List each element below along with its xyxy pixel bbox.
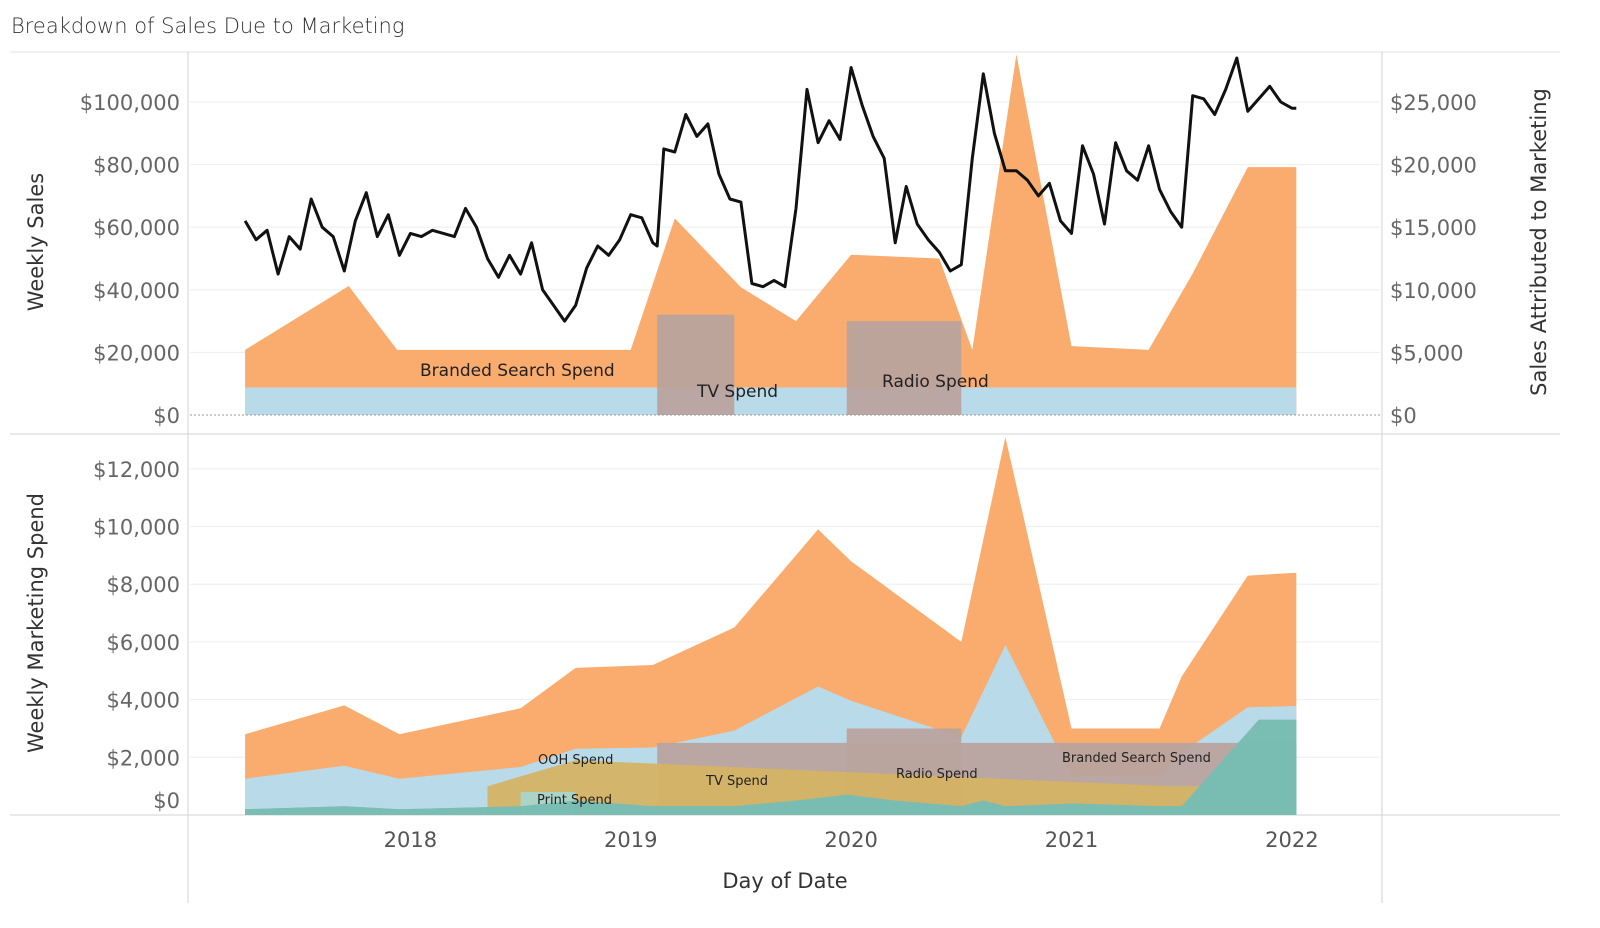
top-left-tick-label: $60,000 [93, 216, 180, 240]
top-left-tick-label: $80,000 [93, 154, 180, 178]
chart-title: Breakdown of Sales Due to Marketing [11, 14, 405, 38]
top-label-radio: Radio Spend [882, 372, 989, 392]
bottom-left-axis-title: Weekly Marketing Spend [24, 493, 48, 753]
bottom-area-social-spend-top [245, 719, 1297, 815]
top-right-tick-label: $0 [1390, 404, 1417, 428]
top-left-axis-ticks: $0 $20,000 $40,000 $60,000 $80,000 $100,000 [80, 91, 180, 428]
x-tick-label: 2022 [1265, 828, 1318, 852]
bottom-label-branded-search: Branded Search Spend [1062, 751, 1211, 766]
top-right-axis-ticks: $0 $5,000 $10,000 $15,000 $20,000 $25,000 [1390, 91, 1477, 428]
bottom-left-tick-label: $4,000 [107, 689, 180, 713]
bottom-label-print: Print Spend [537, 793, 612, 808]
weekly-sales-line [243, 56, 1297, 323]
top-label-tv: TV Spend [696, 382, 778, 402]
top-right-tick-label: $25,000 [1390, 91, 1477, 115]
bottom-left-tick-label: $6,000 [107, 631, 180, 655]
top-generic-search-area [245, 387, 1297, 415]
bottom-left-tick-label: $2,000 [107, 746, 180, 770]
bottom-area-ooh-spend [487, 760, 1237, 815]
bottom-left-tick-label: $12,000 [93, 458, 180, 482]
top-right-tick-label: $20,000 [1390, 154, 1477, 178]
top-right-tick-label: $5,000 [1390, 341, 1463, 365]
bottom-left-axis-ticks: $0 $2,000 $4,000 $6,000 $8,000 $10,000 $12,000 [93, 458, 180, 813]
top-left-tick-label: $0 [153, 404, 180, 428]
bottom-stacked-areas [245, 437, 1297, 815]
x-axis-ticks: 2018 2019 2020 2021 2022 [384, 828, 1319, 852]
bottom-left-tick-label: $10,000 [93, 516, 180, 540]
x-tick-label: 2018 [384, 828, 437, 852]
top-tv-area [657, 314, 735, 415]
top-right-tick-label: $15,000 [1390, 216, 1477, 240]
top-radio-area [846, 321, 962, 415]
top-right-axis-title: Sales Attributed to Marketing [1527, 88, 1551, 396]
top-left-tick-label: $40,000 [93, 279, 180, 303]
bottom-label-radio: Radio Spend [896, 767, 978, 782]
bottom-left-tick-label: $0 [153, 789, 180, 813]
top-left-axis-title: Weekly Sales [24, 173, 48, 311]
top-label-branded-search: Branded Search Spend [420, 361, 615, 381]
top-left-tick-label: $100,000 [80, 91, 180, 115]
bottom-label-tv: TV Spend [705, 774, 768, 789]
bottom-label-ooh: OOH Spend [538, 753, 613, 768]
top-left-tick-label: $20,000 [93, 341, 180, 365]
x-axis-title: Day of Date [722, 869, 847, 893]
x-tick-label: 2020 [824, 828, 877, 852]
x-tick-label: 2021 [1045, 828, 1098, 852]
x-tick-label: 2019 [604, 828, 657, 852]
bottom-left-tick-label: $8,000 [107, 573, 180, 597]
top-branded-search-area [245, 54, 1297, 416]
top-right-tick-label: $10,000 [1390, 279, 1477, 303]
